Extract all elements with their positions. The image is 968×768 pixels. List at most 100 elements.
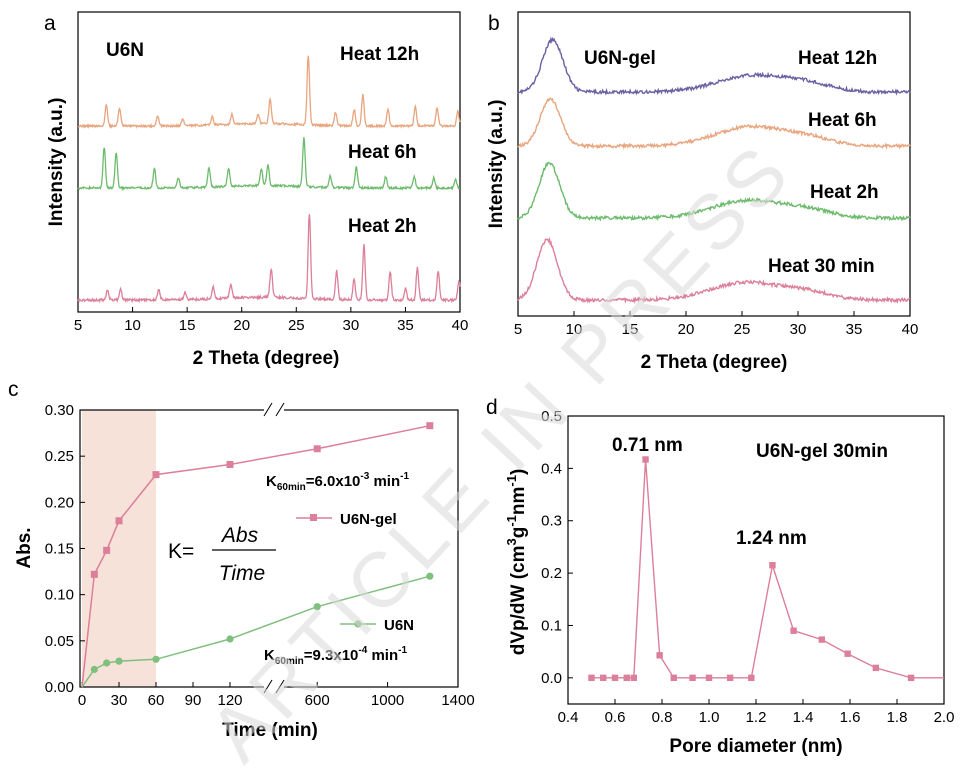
panel-d-point: [872, 664, 880, 672]
panel-c-xtick-label: 1000: [371, 692, 404, 709]
panel-b-series-line: [517, 161, 911, 222]
panel-c-shaded-region: [82, 410, 156, 687]
panel-c-ytick-label: 0.05: [45, 633, 74, 650]
panel-d-ytick-label: 0.5: [541, 408, 562, 425]
panel-d-point: [670, 674, 677, 682]
panel-c-point: [103, 546, 111, 554]
panel-d-xtick-label: 2.0: [934, 709, 955, 726]
panel-c-ytick-label: 0.15: [45, 541, 74, 558]
legend-u6n-gel: U6N-gel: [340, 511, 397, 528]
panel-c-point: [152, 655, 160, 663]
panel-d-point: [630, 674, 637, 682]
panel-a-series-line: [77, 214, 461, 304]
panel-a-xtick-label: 20: [233, 317, 250, 334]
panel-d-ytick-label: 0.1: [541, 617, 562, 634]
panel-c-ytick-label: 0.10: [45, 587, 74, 604]
panel-c-point: [115, 657, 123, 665]
panel-a-ylabel: Intensity (a.u.): [46, 98, 67, 227]
rate-label-u6n: K60min=9.3x10-4 min-1: [264, 645, 407, 667]
panel-b-xtick-label: 15: [622, 321, 639, 338]
panel-c-xtick-label: 120: [217, 692, 242, 709]
panel-d-xlabel: Pore diameter (nm): [669, 736, 842, 757]
panel-c: 0.00 0.05 0.10 0.15 0.20 0.25 0.30 0 30 60 90 120 60…: [14, 402, 475, 741]
panel-b-xtick-label: 35: [846, 321, 863, 338]
panel-a-xtick-label: 30: [343, 317, 360, 334]
panel-d-xtick-label: 1.2: [746, 709, 767, 726]
panel-c-ytick-label: 0.30: [45, 402, 74, 419]
annotation-071: 0.71 nm: [612, 435, 683, 456]
panel-c-formula: K= Abs Time: [168, 524, 276, 585]
panel-a-x-ticks: 5 10 15 20 25 30 35 40: [74, 307, 469, 334]
panel-d-point: [623, 674, 630, 682]
panel-a-label-2h: Heat 2h: [348, 216, 417, 237]
panel-c-point: [313, 603, 321, 611]
legend-u6n: U6N: [384, 617, 414, 634]
panel-c-point: [426, 422, 434, 430]
panel-b-series-line: [517, 97, 911, 151]
panel-d-point: [748, 674, 755, 682]
panel-d-ytick-label: 0.4: [541, 460, 562, 477]
panel-a-frame: [77, 11, 461, 313]
annotation-124: 1.24 nm: [736, 528, 807, 549]
panel-c-ylabel: Abs.: [14, 527, 35, 568]
panel-d-ytick-label: 0.3: [541, 513, 562, 530]
panel-c-xtick-label: 600: [305, 692, 330, 709]
panel-d-point: [726, 674, 734, 682]
panel-b-title: U6N-gel: [584, 48, 656, 69]
formula-lhs: K=: [168, 540, 194, 563]
panel-b-label-2h: Heat 2h: [810, 182, 879, 203]
panel-d-xtick-label: 1.8: [887, 709, 908, 726]
panel-b: 5 10 15 20 25 30 35 40 U6N-gel Heat 12h Heat 6h…: [486, 11, 918, 373]
panel-c-point: [313, 445, 321, 453]
panel-c-axis-break: [263, 402, 285, 694]
panel-a-xtick-label: 40: [452, 317, 469, 334]
panel-d-point: [844, 650, 851, 657]
panel-a-label-12h: Heat 12h: [340, 44, 419, 65]
panel-a-xtick-label: 35: [397, 317, 414, 334]
panel-d-xtick-label: 1.6: [840, 709, 861, 726]
panel-b-series: [517, 36, 911, 304]
panel-d: 0.4 0.6 0.8 1.0 1.2 1.4 1.6 1.8 2.0 0.0 0.1 0.2 0.3 0…: [504, 408, 954, 757]
panel-d-point: [642, 456, 649, 463]
panel-c-xtick-label: 1400: [441, 692, 474, 709]
panel-b-xtick-label: 10: [566, 321, 583, 338]
panel-d-xtick-label: 0.6: [605, 709, 626, 726]
panel-d-point: [588, 674, 595, 682]
panel-c-xtick-label: 30: [111, 692, 128, 709]
panel-b-x-ticks: 5 10 15 20 25 30 35 40: [514, 311, 918, 338]
panel-label-a: a: [44, 12, 56, 35]
panel-b-ylabel: Intensity (a.u.): [486, 100, 507, 229]
panel-d-point: [705, 674, 713, 682]
panel-d-xtick-label: 1.4: [793, 709, 814, 726]
panel-c-point: [115, 517, 123, 525]
panel-c-xtick-label: 90: [185, 692, 202, 709]
panel-b-series-line: [517, 236, 911, 304]
panel-b-label-30min: Heat 30 min: [768, 256, 875, 277]
panel-c-xlabel: Time (min): [222, 720, 318, 741]
panel-label-d: d: [486, 396, 498, 419]
panel-c-xtick-label: 0: [78, 692, 86, 709]
panel-c-series: [81, 422, 434, 688]
panel-a: 5 10 15 20 25 30 35 40 U6N Heat 12h Heat 6h Hea…: [46, 11, 469, 369]
panel-d-point: [790, 627, 797, 634]
panel-d-ylabel: dVp/dW (cm3g-1nm-1): [504, 469, 529, 656]
panel-c-point: [226, 460, 234, 468]
panel-c-series-line: [81, 424, 430, 688]
panel-d-xtick-label: 0.8: [652, 709, 673, 726]
panel-d-point: [600, 674, 607, 682]
panel-a-xtick-label: 5: [74, 317, 82, 334]
panel-b-xtick-label: 20: [678, 321, 695, 338]
panel-label-b: b: [488, 12, 500, 35]
panel-c-legend-gel: U6N-gel: [296, 511, 397, 528]
panel-d-series: [588, 456, 944, 682]
panel-b-xtick-label: 25: [734, 321, 751, 338]
panel-a-xlabel: 2 Theta (degree): [193, 348, 340, 369]
panel-d-point: [689, 674, 696, 682]
panel-c-point: [226, 635, 234, 643]
panel-a-xtick-label: 15: [179, 317, 196, 334]
panel-c-point: [90, 570, 98, 578]
panel-d-point: [611, 674, 619, 682]
panel-label-c: c: [8, 378, 19, 401]
panel-a-label-6h: Heat 6h: [348, 142, 417, 163]
